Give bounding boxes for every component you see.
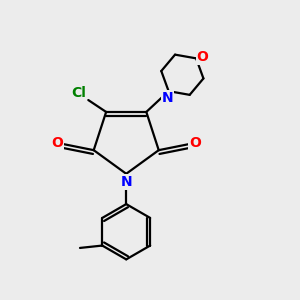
Text: N: N xyxy=(120,175,132,189)
Text: O: O xyxy=(52,136,63,150)
Text: Cl: Cl xyxy=(71,86,86,100)
Text: O: O xyxy=(197,50,208,64)
Text: O: O xyxy=(189,136,201,150)
Text: N: N xyxy=(161,91,173,105)
